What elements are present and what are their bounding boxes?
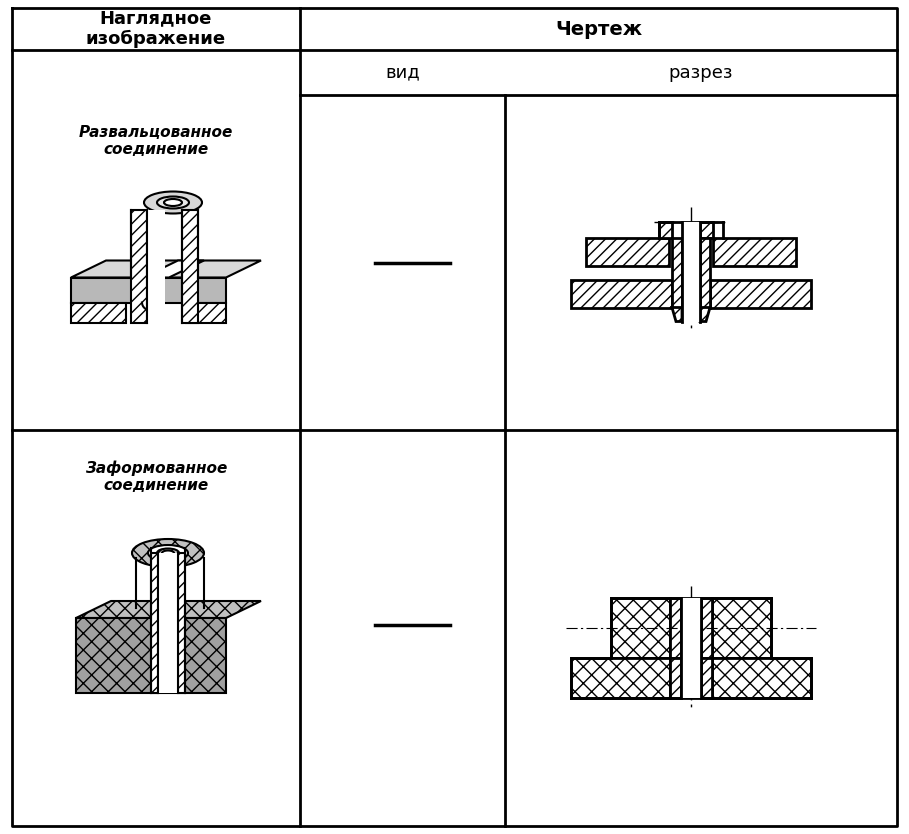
- Bar: [178, 553, 185, 693]
- Bar: [131, 209, 147, 323]
- Bar: [672, 238, 682, 308]
- Ellipse shape: [162, 550, 174, 555]
- Bar: [701, 658, 712, 698]
- Bar: [701, 598, 712, 658]
- Bar: [670, 598, 681, 658]
- Ellipse shape: [157, 197, 189, 208]
- Ellipse shape: [148, 545, 188, 561]
- Bar: [586, 238, 669, 265]
- Polygon shape: [76, 601, 261, 618]
- Bar: [713, 238, 796, 265]
- Polygon shape: [76, 618, 226, 693]
- Polygon shape: [672, 308, 682, 321]
- Polygon shape: [71, 278, 226, 303]
- Bar: [700, 222, 713, 238]
- Polygon shape: [186, 303, 226, 323]
- Bar: [611, 598, 670, 658]
- Bar: [158, 553, 178, 693]
- Bar: [681, 598, 701, 698]
- Ellipse shape: [144, 192, 202, 214]
- Polygon shape: [71, 303, 126, 323]
- Text: разрез: разрез: [669, 63, 734, 82]
- Ellipse shape: [164, 199, 182, 206]
- Text: Наглядное
изображение: Наглядное изображение: [86, 9, 226, 48]
- Bar: [712, 658, 811, 698]
- Bar: [659, 222, 672, 238]
- Bar: [710, 279, 811, 308]
- Bar: [151, 553, 158, 693]
- Bar: [670, 658, 681, 698]
- Ellipse shape: [157, 549, 179, 557]
- Bar: [571, 279, 672, 308]
- Bar: [700, 238, 710, 308]
- Text: Чертеж: Чертеж: [554, 19, 642, 38]
- Text: вид: вид: [385, 63, 420, 82]
- Bar: [147, 209, 165, 323]
- Bar: [571, 658, 670, 698]
- Text: Развальцованное
соединение: Развальцованное соединение: [79, 125, 234, 158]
- Bar: [682, 222, 700, 321]
- Text: Заформованное
соединение: Заформованное соединение: [85, 460, 227, 493]
- Polygon shape: [71, 260, 261, 278]
- Bar: [182, 209, 198, 323]
- Polygon shape: [143, 260, 204, 278]
- Polygon shape: [700, 308, 710, 321]
- Bar: [712, 598, 771, 658]
- Ellipse shape: [132, 539, 204, 567]
